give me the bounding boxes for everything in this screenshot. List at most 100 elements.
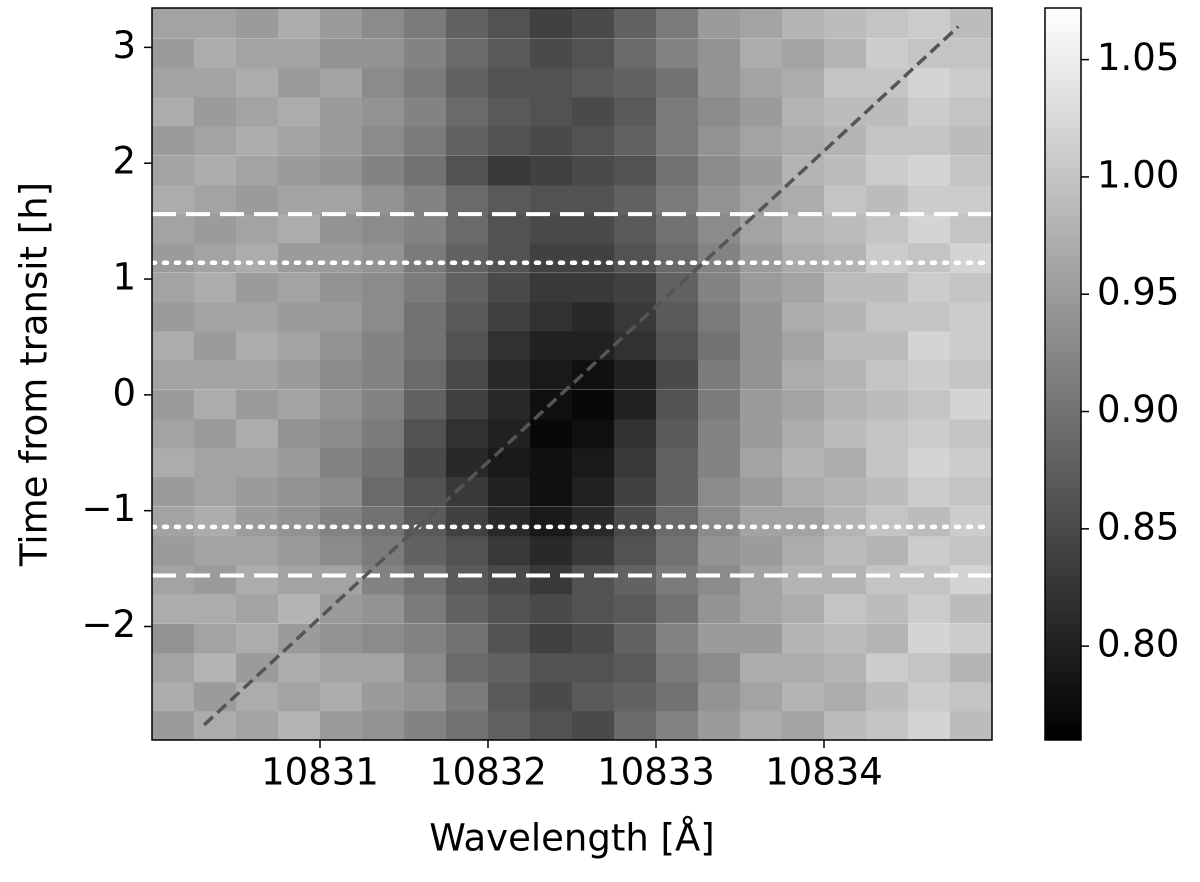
- heatmap-cell: [488, 710, 531, 740]
- y-tick-label: 0: [112, 371, 136, 414]
- diagonal-line: [202, 25, 960, 727]
- heatmap-cell: [656, 8, 699, 39]
- heatmap-cell: [740, 38, 783, 69]
- heatmap-cell: [950, 535, 992, 566]
- heatmap-cell: [320, 301, 363, 332]
- heatmap-cell: [446, 67, 489, 98]
- colorbar-tick-label: 1.05: [1097, 36, 1179, 79]
- heatmap-cell: [488, 506, 531, 537]
- heatmap-cell: [698, 272, 741, 303]
- heatmap-cell: [152, 564, 195, 595]
- heatmap-cell: [152, 38, 195, 69]
- heatmap-cell: [824, 652, 867, 683]
- colorbar-tick-label: 0.95: [1097, 271, 1179, 314]
- heatmap-cell: [530, 593, 573, 624]
- heatmap-cell: [698, 623, 741, 654]
- heatmap-cell: [950, 623, 992, 654]
- heatmap-cell: [740, 242, 783, 273]
- heatmap-cell: [530, 242, 573, 273]
- heatmap-cell: [866, 242, 909, 273]
- heatmap-cell: [194, 418, 237, 449]
- y-axis-label: Time from transit [h]: [13, 182, 56, 567]
- heatmap-cell: [278, 535, 321, 566]
- heatmap-cell: [320, 564, 363, 595]
- heatmap-cell: [572, 184, 615, 215]
- heatmap-cell: [572, 506, 615, 537]
- heatmap-cell: [362, 418, 405, 449]
- heatmap-cell: [278, 359, 321, 390]
- heatmap-cell: [614, 96, 657, 127]
- heatmap-cell: [866, 476, 909, 507]
- heatmap-cell: [740, 213, 783, 244]
- heatmap-cell: [824, 593, 867, 624]
- heatmap-cell: [656, 272, 699, 303]
- heatmap-cell: [278, 506, 321, 537]
- heatmap-cell: [530, 506, 573, 537]
- heatmap-cell: [614, 535, 657, 566]
- heatmap-cell: [320, 242, 363, 273]
- heatmap-cell: [824, 710, 867, 740]
- heatmap-cell: [782, 125, 825, 156]
- heatmap-cell: [656, 681, 699, 712]
- heatmap-cell: [236, 564, 279, 595]
- heatmap-cell: [152, 330, 195, 361]
- heatmap-cell: [950, 564, 992, 595]
- heatmap-cell: [236, 359, 279, 390]
- heatmap-cell: [866, 272, 909, 303]
- colorbar-tick-label: 0.90: [1097, 388, 1179, 431]
- heatmap-cell: [362, 623, 405, 654]
- heatmap-cell: [362, 155, 405, 186]
- heatmap-cell: [362, 184, 405, 215]
- heatmap-cell: [530, 125, 573, 156]
- heatmap-cell: [572, 623, 615, 654]
- heatmap-cell: [950, 652, 992, 683]
- heatmap-cell: [656, 330, 699, 361]
- heatmap-cell: [782, 301, 825, 332]
- heatmap-cell: [740, 155, 783, 186]
- heatmap-cell: [152, 476, 195, 507]
- plot-frame: [151, 7, 993, 741]
- heatmap-cell: [908, 184, 951, 215]
- heatmap-cell: [320, 359, 363, 390]
- heatmap-cell: [530, 418, 573, 449]
- heatmap-cell: [614, 681, 657, 712]
- heatmap-cell: [782, 242, 825, 273]
- heatmap-cell: [740, 389, 783, 420]
- heatmap-cell: [950, 593, 992, 624]
- heatmap-cell: [572, 652, 615, 683]
- heatmap-cell: [824, 447, 867, 478]
- heatmap-cell: [194, 535, 237, 566]
- heatmap-cell: [908, 564, 951, 595]
- heatmap-cell: [908, 38, 951, 69]
- heatmap-cell: [824, 155, 867, 186]
- heatmap-cell: [152, 418, 195, 449]
- heatmap-cell: [656, 506, 699, 537]
- heatmap-cell: [488, 330, 531, 361]
- x-tick-label: 10832: [429, 751, 547, 794]
- heatmap-cell: [908, 447, 951, 478]
- heatmap-cell: [362, 96, 405, 127]
- heatmap-cell: [740, 272, 783, 303]
- heatmap-cell: [404, 418, 447, 449]
- heatmap-cell: [740, 681, 783, 712]
- heatmap-cell: [404, 447, 447, 478]
- heatmap-cell: [740, 710, 783, 740]
- heatmap-cell: [320, 506, 363, 537]
- heatmap-cell: [824, 359, 867, 390]
- heatmap-cell: [236, 593, 279, 624]
- heatmap-cell: [740, 593, 783, 624]
- heatmap-cell: [236, 242, 279, 273]
- heatmap-cell: [404, 301, 447, 332]
- heatmap-cell: [656, 447, 699, 478]
- heatmap-cell: [152, 301, 195, 332]
- heatmap-cell: [824, 67, 867, 98]
- heatmap-cell: [824, 330, 867, 361]
- heatmap-cell: [656, 710, 699, 740]
- heatmap-cell: [824, 535, 867, 566]
- heatmap-cell: [152, 593, 195, 624]
- heatmap-cell: [740, 506, 783, 537]
- heatmap-cell: [194, 506, 237, 537]
- heatmap-cell: [194, 681, 237, 712]
- heatmap-cell: [320, 535, 363, 566]
- heatmap-cell: [614, 184, 657, 215]
